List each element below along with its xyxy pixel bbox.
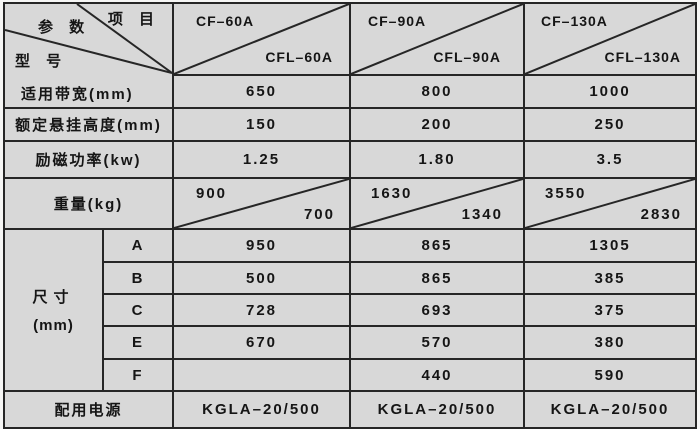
dimension-letter-C: C — [102, 293, 174, 327]
dimensions-label-line2: (mm) — [33, 317, 74, 334]
column-header-1: CF–60A CFL–60A — [172, 2, 351, 76]
weight-diagonal-line — [351, 179, 523, 228]
bandwidth-value-3: 1000 — [523, 74, 697, 109]
weight-diagonal-line — [174, 179, 349, 228]
dimension-B-value-3: 385 — [523, 261, 697, 295]
corner-param-label: 参 数 — [38, 19, 91, 36]
excitation-power-value-3: 3.5 — [523, 140, 697, 179]
dimension-letter-E: E — [102, 325, 174, 360]
weight-lower-value: 2830 — [640, 206, 682, 223]
header-diagonal-line — [174, 4, 349, 74]
dimension-C-value-2: 693 — [349, 293, 525, 327]
weight-upper-value: 1630 — [371, 185, 413, 202]
dimension-A-value-3: 1305 — [523, 228, 697, 263]
dimension-C-value-1: 728 — [172, 293, 351, 327]
dimension-F-value-2: 440 — [349, 358, 525, 392]
dimension-B-value-1: 500 — [172, 261, 351, 295]
weight-row-label: 重量(kg) — [3, 177, 174, 230]
power-supply-value-3: KGLA–20/500 — [523, 390, 697, 429]
excitation-power-value-2: 1.80 — [349, 140, 525, 179]
header-diagonal-line — [351, 4, 523, 74]
hang-height-value-3: 250 — [523, 107, 697, 142]
weight-lower-value: 700 — [303, 206, 335, 223]
weight-cell-1: 900 700 — [172, 177, 351, 230]
dimension-E-value-1: 670 — [172, 325, 351, 360]
model-cf-label: CF–60A — [196, 13, 255, 29]
column-header-2: CF–90A CFL–90A — [349, 2, 525, 76]
hang-height-value-2: 200 — [349, 107, 525, 142]
dimensions-label-line1: 尺寸 — [32, 289, 75, 306]
power-supply-row-label: 配用电源 — [3, 390, 174, 429]
column-header-3: CF–130A CFL–130A — [523, 2, 697, 76]
dimension-B-value-2: 865 — [349, 261, 525, 295]
corner-item-label: 项 目 — [107, 11, 160, 28]
weight-lower-value: 1340 — [461, 206, 503, 223]
bandwidth-value-2: 800 — [349, 74, 525, 109]
weight-upper-value: 900 — [196, 185, 228, 202]
model-cfl-label: CFL–90A — [433, 49, 501, 65]
weight-cell-3: 3550 2830 — [523, 177, 697, 230]
header-diagonal-line — [525, 4, 695, 74]
excitation-power-value-1: 1.25 — [172, 140, 351, 179]
model-cf-label: CF–90A — [368, 13, 427, 29]
model-cfl-label: CFL–60A — [265, 49, 333, 65]
weight-upper-value: 3550 — [545, 185, 587, 202]
dimensions-section-label: 尺寸 (mm) — [3, 228, 104, 392]
hang-height-value-1: 150 — [172, 107, 351, 142]
dimension-C-value-3: 375 — [523, 293, 697, 327]
power-supply-value-1: KGLA–20/500 — [172, 390, 351, 429]
dimension-F-value-1 — [172, 358, 351, 392]
corner-model-label: 型 号 — [15, 53, 68, 70]
weight-cell-2: 1630 1340 — [349, 177, 525, 230]
model-cfl-label: CFL–130A — [604, 49, 681, 65]
bandwidth-value-1: 650 — [172, 74, 351, 109]
excitation-power-row-label: 励磁功率(kw) — [3, 140, 174, 179]
hang-height-row-label: 额定悬挂高度(mm) — [3, 107, 174, 142]
bandwidth-row-label: 适用带宽(mm) — [21, 86, 134, 103]
dimension-A-value-1: 950 — [172, 228, 351, 263]
dimension-E-value-2: 570 — [349, 325, 525, 360]
dimension-letter-B: B — [102, 261, 174, 295]
corner-diagonal-lines — [5, 4, 172, 107]
dimension-letter-A: A — [102, 228, 174, 263]
model-cf-label: CF–130A — [541, 13, 608, 29]
corner-header-cell: 项 目 参 数 型 号 适用带宽(mm) — [3, 2, 174, 109]
dimension-E-value-3: 380 — [523, 325, 697, 360]
dimension-F-value-3: 590 — [523, 358, 697, 392]
weight-diagonal-line — [525, 179, 695, 228]
dimension-A-value-2: 865 — [349, 228, 525, 263]
dimension-letter-F: F — [102, 358, 174, 392]
power-supply-value-2: KGLA–20/500 — [349, 390, 525, 429]
